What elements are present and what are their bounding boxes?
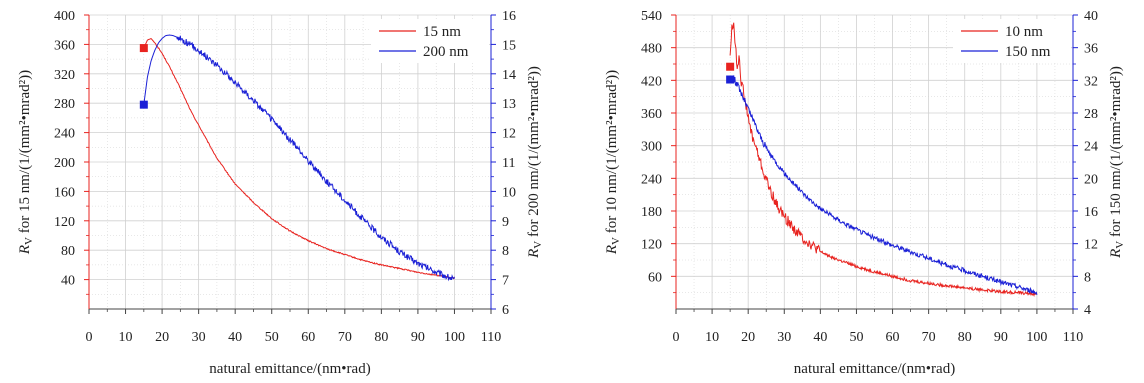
left-y-tick-label: 480 [641,42,662,57]
left-y-tick-label: 160 [54,185,75,200]
legend-label: 10 nm [1005,24,1043,40]
right-y-axis-title: RV for 150 nm/(1/(mm²•mrad²)) [1108,66,1126,259]
x-tick-label: 100 [444,330,465,345]
legend-label: 15 nm [423,24,461,40]
left-y-tick-label: 240 [54,127,75,142]
left-y-tick-label: 400 [54,9,75,24]
series-start-marker [139,100,148,109]
x-tick-label: 20 [741,330,755,345]
x-tick-label: 20 [155,330,169,345]
x-tick-label: 10 [705,330,719,345]
legend-box [371,19,489,63]
x-axis-title: natural emittance/(nm•rad) [794,361,955,377]
x-tick-label: 50 [849,330,863,345]
x-tick-label: 90 [994,330,1008,345]
right-y-tick-label: 13 [502,97,516,112]
right-y-tick-label: 32 [1084,74,1098,89]
chart-left: 0 10 20 30 40 50 60 70 80 90 100 110 40 80 120 160 200 24… [17,9,544,377]
x-tick-label: 40 [813,330,827,345]
left-y-tick-label: 360 [641,107,662,122]
x-tick-label: 70 [338,330,352,345]
right-y-tick-label: 15 [502,38,516,53]
left-y-tick-label: 300 [641,140,662,155]
x-tick-label: 90 [411,330,425,345]
x-tick-label: 50 [265,330,279,345]
x-axis-title: natural emittance/(nm•rad) [209,361,370,377]
x-tick-label: 110 [1063,330,1083,345]
legend-label: 150 nm [1005,44,1051,60]
series-line [143,38,455,280]
left-y-tick-label: 240 [641,172,662,187]
right-y-tick-label: 16 [1084,205,1098,220]
left-y-tick-label: 540 [641,9,662,24]
right-y-tick-label: 8 [502,244,509,259]
left-y-tick-label: 360 [54,38,75,53]
right-y-tick-label: 28 [1084,107,1098,122]
x-tick-label: 60 [301,330,315,345]
chart-right: 0 10 20 30 40 50 60 70 80 90 100 110 60 120 180 240 300 3… [604,9,1126,377]
x-tick-label: 70 [922,330,936,345]
x-tick-label: 10 [119,330,133,345]
grid [88,14,492,310]
left-y-tick-label: 80 [61,244,75,259]
left-y-tick-label: 120 [641,238,662,253]
x-tick-label: 30 [777,330,791,345]
right-y-tick-label: 36 [1084,42,1098,57]
legend-box [953,19,1071,63]
right-y-tick-label: 6 [502,303,509,318]
right-y-tick-label: 40 [1084,9,1098,24]
x-tick-label: 80 [958,330,972,345]
series-start-marker [726,75,735,84]
left-y-axis-title: RV for 10 nm/(1/(mm²•mrad²)) [604,70,622,255]
x-tick-label: 0 [86,330,93,345]
grid [675,14,1074,310]
left-y-axis-title: RV for 15 nm/(1/(mm²•mrad²)) [17,70,35,255]
right-y-tick-label: 20 [1084,172,1098,187]
right-y-tick-label: 7 [502,274,509,289]
x-tick-label: 80 [374,330,388,345]
right-y-tick-label: 16 [502,9,516,24]
legend: 15 nm 200 nm [371,19,489,63]
left-y-tick-label: 420 [641,74,662,89]
legend: 10 nm 150 nm [953,19,1071,63]
right-y-tick-label: 11 [502,156,515,171]
x-tick-label: 40 [228,330,242,345]
x-tick-label: 60 [886,330,900,345]
x-tick-label: 0 [673,330,680,345]
left-y-tick-label: 120 [54,215,75,230]
series-line [729,75,1038,296]
left-y-tick-label: 60 [648,270,662,285]
series-line [143,34,455,282]
right-y-tick-label: 9 [502,215,509,230]
series-line [729,22,1038,298]
left-y-tick-label: 280 [54,97,75,112]
right-y-tick-label: 14 [502,68,516,83]
right-y-tick-label: 24 [1084,140,1098,155]
series-start-marker [139,44,148,53]
legend-label: 200 nm [423,44,469,60]
left-y-tick-label: 200 [54,156,75,171]
left-y-tick-label: 40 [61,274,75,289]
series-start-marker [726,62,735,71]
x-tick-label: 110 [481,330,501,345]
left-y-tick-label: 180 [641,205,662,220]
right-y-tick-label: 8 [1084,270,1091,285]
right-y-axis-title: RV for 200 nm/(1/(mm²•mrad²)) [526,66,544,259]
x-tick-label: 100 [1026,330,1047,345]
right-y-tick-label: 12 [502,127,516,142]
right-y-tick-label: 10 [502,185,516,200]
left-y-tick-label: 320 [54,68,75,83]
right-y-tick-label: 12 [1084,238,1098,253]
x-tick-label: 30 [192,330,206,345]
right-y-tick-label: 4 [1084,303,1091,318]
